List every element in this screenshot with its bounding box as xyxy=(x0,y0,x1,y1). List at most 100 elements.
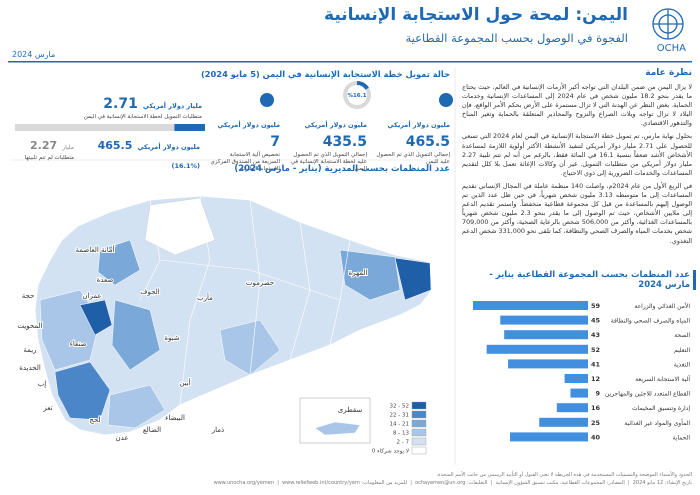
governorate-label: مأرب xyxy=(197,292,213,302)
feedback: التعليقات: ochayemen@un.org xyxy=(415,479,488,486)
overview-text: لا يزال اليمن من ضمن البلدان التي تواجه … xyxy=(462,83,692,250)
legend-swatch xyxy=(411,446,427,455)
created: تاريخ الإنشاء: 12 مايو 2024 xyxy=(632,479,692,486)
governorate-label: لحج xyxy=(89,416,100,424)
category-label: التعليم xyxy=(674,347,690,354)
value-label: 12 xyxy=(591,375,600,383)
governorate-label: المحويت xyxy=(17,322,42,330)
subtitle: الفجوة في الوصول بحسب المجموعة القطاعية xyxy=(405,31,628,45)
category-label: الأمن الغذائي والزراعة xyxy=(634,302,690,310)
sector-chart-title: عدد المنظمات بحسب المجموعة القطاعية يناي… xyxy=(489,270,690,290)
district xyxy=(111,299,161,371)
money-icon xyxy=(260,93,274,107)
legend-label: 14 - 21 xyxy=(390,422,409,428)
footer-links: تاريخ الإنشاء: 12 مايو 2024 | المصادر: ا… xyxy=(213,479,692,486)
category-label: التغذية xyxy=(674,361,691,368)
bar xyxy=(473,301,588,310)
bar xyxy=(508,359,588,369)
district xyxy=(107,384,166,429)
stat-unmet: مليار 2.27 متطلبات لم تتم تلبيتها xyxy=(14,134,74,162)
legend-swatch xyxy=(411,410,427,419)
legend-swatch xyxy=(411,419,427,428)
sources: المصادر: المجموعات القطاعية، مكتب تنسيق … xyxy=(495,479,625,486)
bar xyxy=(504,330,588,340)
map-title: عدد المنظمات بحسب المديرية (يناير - مارس… xyxy=(234,164,450,174)
unit: مليون دولار أمريكي xyxy=(387,121,450,129)
district-lines xyxy=(139,195,351,406)
legend-swatch xyxy=(411,428,427,437)
stat-value: 7 xyxy=(270,134,280,150)
governorate-label: حجة xyxy=(22,292,35,300)
value-label: 45 xyxy=(591,317,601,325)
governorate-label: تعز xyxy=(42,404,52,412)
value-label: 16 xyxy=(591,404,601,412)
paragraph: في الربع الأول من عام 2024م، واصلت 140 م… xyxy=(462,181,693,245)
chart-title-marker xyxy=(693,270,696,290)
caption: إجمالي التمويل الذي تم الحصول عليه لليمن xyxy=(376,152,450,166)
overview-heading: نظرة عامة xyxy=(645,68,692,78)
map: أمانة العاصمة صعدة الجوف حجة عمران المحويت صنع… xyxy=(16,195,433,444)
governorate-label: صعدة xyxy=(97,276,114,284)
inset-box xyxy=(299,397,371,444)
socotra xyxy=(314,421,361,436)
governorate-label: شبوة xyxy=(164,334,179,342)
governorate-label: عمران xyxy=(82,292,101,300)
reliefweb: www.reliefweb.int/country/yem xyxy=(282,479,360,486)
org-name: OCHA xyxy=(656,43,686,54)
category-label: الصحة xyxy=(674,332,690,339)
bar xyxy=(486,344,588,354)
stat-rrm: مليون دولار أمريكي 7 تخصيص آلية الاستجاب… xyxy=(210,112,280,173)
unit: مليار xyxy=(62,144,74,151)
funding-title: حالة تمويل خطة الاستجابة الإنسانية في ال… xyxy=(200,69,450,79)
stat-hrp: مليون دولار أمريكي 435.5 إجمالي التمويل … xyxy=(282,112,367,173)
district xyxy=(97,239,141,286)
value-label: 59 xyxy=(591,302,601,310)
unit: مليون دولار أمريكي xyxy=(137,143,200,151)
district xyxy=(339,249,401,301)
title: اليمن: لمحة حول الاستجابة الإنسانية xyxy=(324,5,628,25)
stat-funded: مليون دولار أمريكي 465.5 (%16.1) xyxy=(80,134,200,172)
progress-track xyxy=(15,124,205,131)
value-label: 41 xyxy=(591,360,601,368)
more-info: للمزيد من المعلومات: www.unocha.org/yeme… xyxy=(213,479,408,486)
stat-value: 465.5 xyxy=(97,139,133,152)
disclaimer: الحدود والأسماء الموضحة والتسميات المستخ… xyxy=(436,472,692,478)
stat-requirements: مليار دولار أمريكي 2.71 متطلبات التمويل … xyxy=(12,93,202,121)
legend-label: 22 - 31 xyxy=(390,413,409,419)
district xyxy=(79,299,113,336)
governorate-label: إب xyxy=(38,380,47,388)
bar xyxy=(564,374,588,383)
value-label: 40 xyxy=(591,433,601,441)
governorate-label: الجوف xyxy=(140,288,160,296)
value-label: 43 xyxy=(591,331,600,339)
category-label: إدارة وتنسيق المخيمات xyxy=(632,405,690,412)
governorate-label: صنعاء xyxy=(70,340,87,348)
caption: متطلبات لم تتم تلبيتها xyxy=(24,155,74,161)
caption: تخصيص آلية الاستجابة السريعة من الصندوق … xyxy=(210,152,280,173)
legend-label: 8 - 13 xyxy=(393,431,409,437)
bar xyxy=(510,432,588,442)
governorate-label: أمانة العاصمة xyxy=(75,245,114,254)
paragraph: لا يزال اليمن من ضمن البلدان التي تواجه … xyxy=(462,83,692,128)
district xyxy=(144,197,216,256)
percent-label: (%16.1) xyxy=(171,162,200,170)
governorate-label: سقطرى xyxy=(338,406,363,414)
legend-swatch xyxy=(411,437,427,446)
governorate-label: البيضاء xyxy=(165,414,185,422)
bar xyxy=(539,417,588,427)
unit: مليون دولار أمريكي xyxy=(304,121,367,129)
district xyxy=(54,361,111,421)
bar xyxy=(500,315,588,325)
donut-label: %16.1 xyxy=(347,93,366,99)
stat-value: 465.5 xyxy=(405,134,450,150)
category-label: المياه والصرف الصحي والنظافة xyxy=(611,318,691,325)
footer: الحدود والأسماء الموضحة والتسميات المستخ… xyxy=(8,472,692,487)
legend-label: 2 - 7 xyxy=(397,440,410,446)
district xyxy=(394,257,432,301)
stat-value: 2.27 xyxy=(30,139,58,152)
governorate-label: حضرموت xyxy=(246,279,274,287)
category-label: آلية الاستجابة السريعة xyxy=(635,374,690,383)
governorate-label: المهرة xyxy=(349,269,368,277)
